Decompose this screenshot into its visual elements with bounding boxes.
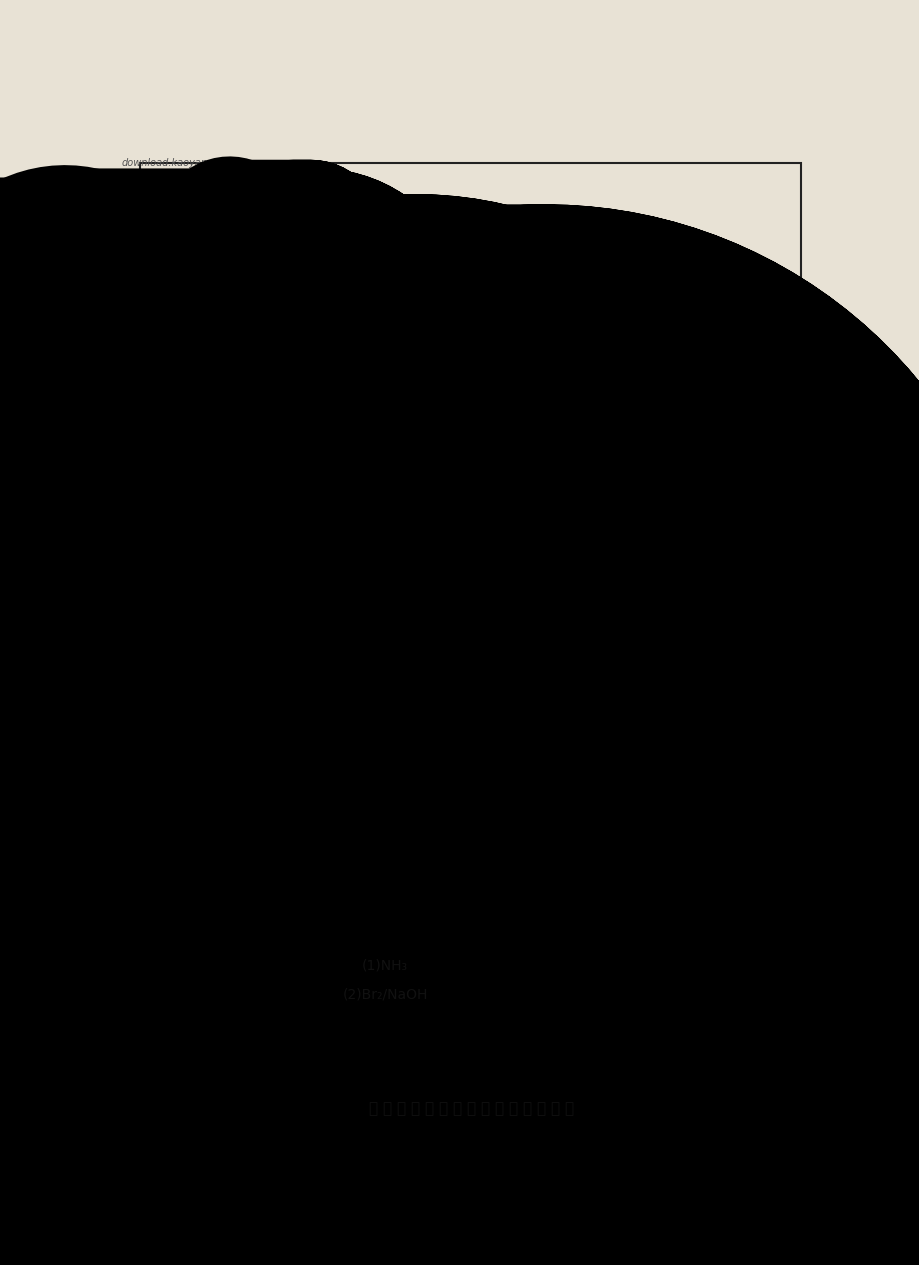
Text: NaOH(C)/HCHO: NaOH(C)/HCHO xyxy=(433,663,529,677)
Text: D: D xyxy=(264,754,274,767)
Text: Δ: Δ xyxy=(355,691,365,706)
Text: H⁻: H⁻ xyxy=(558,662,576,677)
Text: (1)NH₃: (1)NH₃ xyxy=(362,959,408,973)
Text: COOH: COOH xyxy=(242,291,284,305)
Text: 1. Mg: 1. Mg xyxy=(315,558,354,572)
Text: O: O xyxy=(335,869,346,883)
Text: 2 CH₃COCH₃: 2 CH₃COCH₃ xyxy=(167,574,268,592)
Text: CH₃: CH₃ xyxy=(287,762,308,774)
Text: 12、: 12、 xyxy=(154,937,183,953)
Text: (2)Br₂/NaOH: (2)Br₂/NaOH xyxy=(342,987,427,1002)
Text: 4、: 4、 xyxy=(154,206,173,220)
Text: H₃C: H₃C xyxy=(196,791,219,803)
Text: Br₂: Br₂ xyxy=(437,558,459,572)
Text: (2): (2) xyxy=(494,576,516,591)
Polygon shape xyxy=(243,325,261,344)
Text: 1: 1 xyxy=(414,678,424,696)
Text: H: H xyxy=(185,975,194,988)
Text: CH₃: CH₃ xyxy=(231,953,255,965)
Text: ICH₂ZnI: ICH₂ZnI xyxy=(321,210,372,224)
Text: ROOR/ Δ: ROOR/ Δ xyxy=(296,416,354,429)
Text: 8、: 8、 xyxy=(154,560,173,574)
Text: HBr: HBr xyxy=(311,388,339,404)
Text: 9、: 9、 xyxy=(154,645,173,659)
Text: O: O xyxy=(221,863,233,878)
Text: D: D xyxy=(247,348,256,361)
Text: N: N xyxy=(272,770,282,784)
Text: 1)H₂SO₄(C): 1)H₂SO₄(C) xyxy=(295,473,368,486)
Text: H: H xyxy=(280,314,289,326)
Text: H₃C: H₃C xyxy=(282,887,306,899)
Text: 6、: 6、 xyxy=(154,387,173,402)
Text: Δ: Δ xyxy=(476,691,486,706)
Text: + CHCl₃: + CHCl₃ xyxy=(242,682,297,696)
Text: CH₃: CH₃ xyxy=(212,645,235,658)
Text: +: + xyxy=(268,864,288,884)
Text: 2)H₂O/Δ: 2)H₂O/Δ xyxy=(304,500,357,512)
Text: 2. H⁺Δ: 2. H⁺Δ xyxy=(312,586,357,600)
Text: CH₃: CH₃ xyxy=(216,791,240,803)
Text: NaOH: NaOH xyxy=(428,586,468,600)
Text: H₂O₂: H₂O₂ xyxy=(344,746,376,760)
Text: NaOH/H₂O: NaOH/H₂O xyxy=(327,663,391,677)
Text: Δ: Δ xyxy=(408,875,418,891)
Text: CH₃: CH₃ xyxy=(248,879,272,892)
Text: Br: Br xyxy=(194,312,210,326)
Text: CH₃: CH₃ xyxy=(278,783,300,796)
Text: download.kaoyan.com: download.kaoyan.com xyxy=(121,158,231,168)
Text: D: D xyxy=(238,1011,247,1025)
Text: (1): (1) xyxy=(385,576,406,591)
Text: 2: 2 xyxy=(600,678,611,696)
Text: 7、: 7、 xyxy=(154,468,173,482)
Text: 10、: 10、 xyxy=(154,691,183,706)
Text: Δ: Δ xyxy=(355,775,365,791)
Text: 11、: 11、 xyxy=(154,830,183,845)
Text: 吉 林 大 学 研 究 生 入 学 考 试 命 题 用 纸: 吉 林 大 学 研 究 生 入 学 考 试 命 题 用 纸 xyxy=(369,1101,573,1116)
Text: 5、: 5、 xyxy=(154,278,173,293)
Polygon shape xyxy=(235,987,250,1008)
Text: COCl: COCl xyxy=(285,975,319,989)
Text: CH₃ONa/CH₃OH: CH₃ONa/CH₃OH xyxy=(362,848,464,861)
Text: O: O xyxy=(204,712,215,726)
Text: ·NaOH/H₂O: ·NaOH/H₂O xyxy=(323,299,400,312)
